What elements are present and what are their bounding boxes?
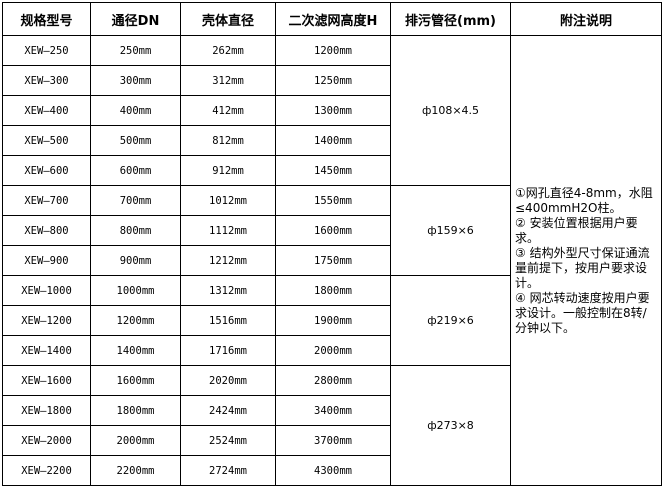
table-cell: 1400mm — [275, 125, 391, 156]
table-row: XEW—900 900mm 1212mm 1750mm — [2, 245, 662, 276]
table-cell: XEW—400 — [2, 95, 91, 126]
table-cell: XEW—250 — [2, 35, 91, 66]
table-cell: 3700mm — [275, 425, 391, 456]
table-cell: 1550mm — [275, 185, 391, 216]
table-cell: 412mm — [180, 95, 276, 126]
table-cell: 1200mm — [275, 35, 391, 66]
table-row: XEW—1000 1000mm 1312mm 1800mm ф219×6 — [2, 275, 662, 366]
table-cell: 3400mm — [275, 395, 391, 426]
table-cell: 2724mm — [180, 455, 276, 486]
note-item: ② 安装位置根据用户要求。 — [515, 215, 638, 245]
table-cell: 1300mm — [275, 95, 391, 126]
table-cell: 2800mm — [275, 365, 391, 396]
table-row: XEW—800 800mm 1112mm 1600mm — [2, 215, 662, 246]
column-header: 排污管径(mm) — [390, 2, 511, 36]
note-item: ④ 网芯转动速度按用户要求设计。一般控制在8转/分钟以下。 — [515, 290, 650, 335]
table-cell: 2000mm — [90, 425, 181, 456]
table-cell: 300mm — [90, 65, 181, 96]
table-cell: 1900mm — [275, 305, 391, 336]
table-row: XEW—300 300mm 312mm 1250mm — [2, 65, 662, 96]
table-cell: 1800mm — [90, 395, 181, 426]
column-header: 二次滤网高度H — [275, 2, 391, 36]
table-cell: XEW—1000 — [2, 275, 91, 306]
table-cell: XEW—1400 — [2, 335, 91, 366]
table-cell: 2424mm — [180, 395, 276, 426]
table-cell: 812mm — [180, 125, 276, 156]
table-cell: 2524mm — [180, 425, 276, 456]
column-header: 壳体直径 — [180, 2, 276, 36]
table-cell: 250mm — [90, 35, 181, 66]
table-cell: 1600mm — [275, 215, 391, 246]
table-cell: 312mm — [180, 65, 276, 96]
table-cell: 700mm — [90, 185, 181, 216]
table-cell: 1716mm — [180, 335, 276, 366]
drain-pipe-cell: ф108×4.5 — [390, 35, 511, 186]
table-cell: 1400mm — [90, 335, 181, 366]
table-cell: XEW—300 — [2, 65, 91, 96]
table-cell: 1800mm — [275, 275, 391, 306]
table-cell: 1200mm — [90, 305, 181, 336]
table-cell: 1012mm — [180, 185, 276, 216]
table-cell: 500mm — [90, 125, 181, 156]
table-cell: XEW—2000 — [2, 425, 91, 456]
table-cell: XEW—1800 — [2, 395, 91, 426]
table-row: XEW—1600 1600mm 2020mm 2800mm ф273×8 — [2, 365, 662, 486]
table-cell: 912mm — [180, 155, 276, 186]
table-cell: 1250mm — [275, 65, 391, 96]
column-header: 附注说明 — [510, 2, 662, 36]
table-row: XEW—2200 2200mm 2724mm 4300mm — [2, 455, 662, 486]
table-cell: XEW—600 — [2, 155, 91, 186]
table-cell: 262mm — [180, 35, 276, 66]
table-cell: XEW—700 — [2, 185, 91, 216]
table-cell: 1212mm — [180, 245, 276, 276]
table-cell: 1450mm — [275, 155, 391, 186]
table-cell: XEW—2200 — [2, 455, 91, 486]
table-cell: 900mm — [90, 245, 181, 276]
drain-pipe-cell: ф159×6 — [390, 185, 511, 276]
table-cell: XEW—1600 — [2, 365, 91, 396]
table-row: XEW—500 500mm 812mm 1400mm — [2, 125, 662, 156]
table-cell: XEW—800 — [2, 215, 91, 246]
table-cell: 4300mm — [275, 455, 391, 486]
notes-cell: ①网孔直径4-8mm，水阻≤400mmH2O柱。 ② 安装位置根据用户要求。 ③ 结… — [510, 35, 662, 486]
table-cell: 1600mm — [90, 365, 181, 396]
table-cell: 1000mm — [90, 275, 181, 306]
table-cell: 1312mm — [180, 275, 276, 306]
table-cell: 1750mm — [275, 245, 391, 276]
table-row: XEW—400 400mm 412mm 1300mm — [2, 95, 662, 126]
table-row: XEW—700 700mm 1012mm 1550mm ф159×6 — [2, 185, 662, 276]
table-cell: XEW—1200 — [2, 305, 91, 336]
table-cell: 800mm — [90, 215, 181, 246]
table-row: XEW—2000 2000mm 2524mm 3700mm — [2, 425, 662, 456]
table-cell: 1516mm — [180, 305, 276, 336]
table-cell: XEW—500 — [2, 125, 91, 156]
table-cell: 2000mm — [275, 335, 391, 366]
table-row: XEW—250 250mm 262mm 1200mm ф108×4.5 ①网孔直径4-8m… — [2, 35, 662, 486]
note-item: ①网孔直径4-8mm，水阻≤400mmH2O柱。 — [515, 185, 653, 215]
table-cell: 600mm — [90, 155, 181, 186]
table-cell: 2200mm — [90, 455, 181, 486]
column-header: 规格型号 — [2, 2, 91, 36]
table-cell: XEW—900 — [2, 245, 91, 276]
column-header: 通径DN — [90, 2, 181, 36]
drain-pipe-cell: ф219×6 — [390, 275, 511, 366]
table-cell: 1112mm — [180, 215, 276, 246]
drain-pipe-cell: ф273×8 — [390, 365, 511, 486]
note-item: ③ 结构外型尺寸保证通流量前提下，按用户要求设计。 — [515, 245, 650, 290]
table-cell: 2020mm — [180, 365, 276, 396]
table-row: XEW—600 600mm 912mm 1450mm — [2, 155, 662, 186]
table-cell: 400mm — [90, 95, 181, 126]
table-row: XEW—1800 1800mm 2424mm 3400mm — [2, 395, 662, 426]
